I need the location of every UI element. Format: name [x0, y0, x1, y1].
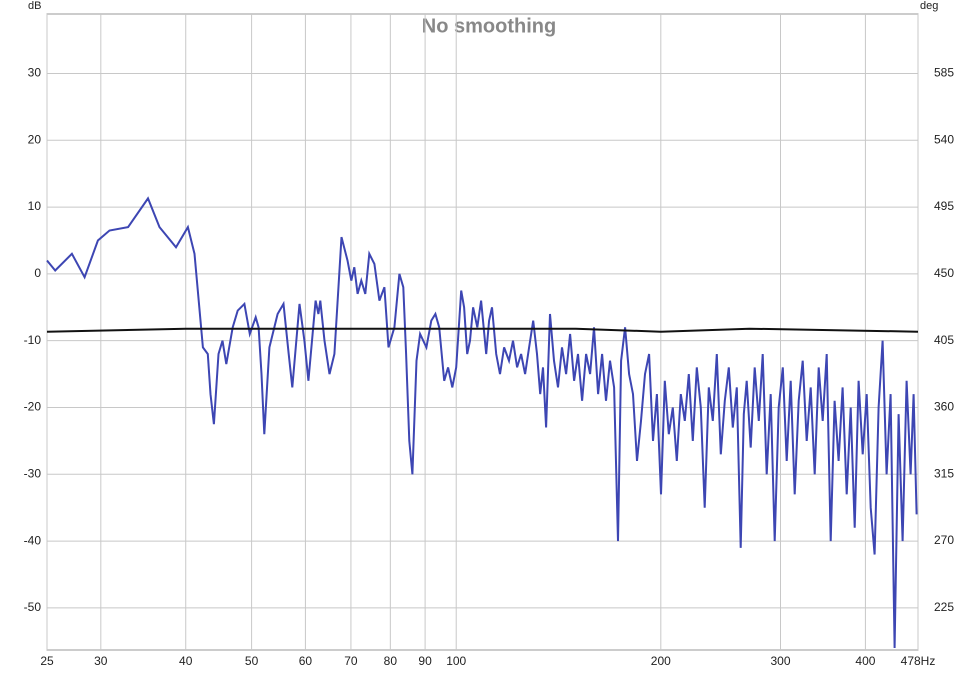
y2-axis-label: deg — [920, 0, 938, 12]
x-tick-label: 200 — [651, 654, 671, 668]
x-tick-label: 90 — [418, 654, 432, 668]
x-tick-label: 80 — [384, 654, 398, 668]
y-tick-label: 20 — [28, 132, 42, 146]
y2-tick-label: 270 — [934, 533, 954, 547]
series-line — [46, 327, 919, 333]
y2-tick-label: 360 — [934, 400, 954, 414]
y-tick-label: -20 — [24, 400, 42, 414]
x-tick-label: 400 — [855, 654, 875, 668]
y-tick-label: 10 — [28, 199, 42, 213]
y2-tick-label: 315 — [934, 466, 954, 480]
y-tick-label: -30 — [24, 466, 42, 480]
y2-tick-label: 405 — [934, 333, 954, 347]
y2-tick-label: 540 — [934, 132, 954, 146]
y-tick-label: -40 — [24, 533, 42, 547]
y-tick-label: 0 — [34, 266, 41, 280]
x-tick-label: 70 — [344, 654, 358, 668]
x-tick-label: 25 — [40, 654, 54, 668]
y2-tick-label: 495 — [934, 199, 954, 213]
x-tick-label: 50 — [245, 654, 259, 668]
y-tick-label: 30 — [28, 66, 42, 80]
series-line — [46, 196, 918, 649]
x-tick-label: 40 — [179, 654, 193, 668]
y2-tick-label: 225 — [934, 600, 954, 614]
x-tick-label: 30 — [94, 654, 108, 668]
x-tick-label: 300 — [770, 654, 790, 668]
plot-area — [46, 13, 919, 651]
y-tick-label: -10 — [24, 333, 42, 347]
x-tick-label: 60 — [299, 654, 313, 668]
y-tick-label: -50 — [24, 600, 42, 614]
y-axis-label: dB — [28, 0, 41, 12]
y2-tick-label: 585 — [934, 66, 954, 80]
x-tick-label: 478Hz — [901, 654, 936, 668]
y2-tick-label: 450 — [934, 266, 954, 280]
chart-title: No smoothing — [422, 15, 556, 37]
x-tick-label: 100 — [446, 654, 466, 668]
